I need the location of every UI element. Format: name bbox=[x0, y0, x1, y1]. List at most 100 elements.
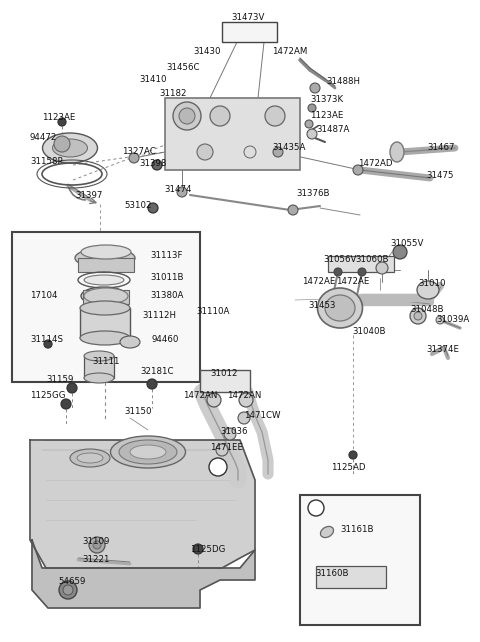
Text: 31111: 31111 bbox=[92, 358, 120, 367]
Text: 31456C: 31456C bbox=[166, 64, 200, 73]
Circle shape bbox=[89, 537, 105, 553]
Ellipse shape bbox=[80, 331, 130, 345]
Circle shape bbox=[173, 102, 201, 130]
Circle shape bbox=[353, 165, 363, 175]
Text: 31110A: 31110A bbox=[196, 308, 229, 317]
Text: 1472AM: 1472AM bbox=[272, 48, 308, 56]
Text: 1472AN: 1472AN bbox=[183, 392, 217, 401]
Text: 31410: 31410 bbox=[139, 76, 167, 85]
Ellipse shape bbox=[75, 248, 135, 268]
Circle shape bbox=[129, 153, 139, 163]
Text: 31055V: 31055V bbox=[390, 239, 423, 248]
Ellipse shape bbox=[81, 287, 127, 305]
Circle shape bbox=[152, 160, 162, 170]
Circle shape bbox=[393, 245, 407, 259]
Circle shape bbox=[44, 340, 52, 348]
Text: 31376B: 31376B bbox=[296, 189, 329, 198]
Text: 31161B: 31161B bbox=[340, 526, 373, 535]
Circle shape bbox=[148, 203, 158, 213]
Circle shape bbox=[216, 444, 228, 456]
Text: 31113F: 31113F bbox=[150, 250, 182, 259]
Text: 31012: 31012 bbox=[210, 370, 238, 379]
Circle shape bbox=[358, 268, 366, 276]
Circle shape bbox=[265, 106, 285, 126]
Bar bbox=[12, 232, 200, 382]
Text: 31036: 31036 bbox=[220, 428, 248, 437]
Text: 31010: 31010 bbox=[418, 279, 445, 288]
Circle shape bbox=[179, 108, 195, 124]
Ellipse shape bbox=[317, 288, 362, 328]
Text: 31221: 31221 bbox=[82, 555, 109, 564]
Text: 31453: 31453 bbox=[308, 302, 336, 311]
Text: 31011B: 31011B bbox=[150, 272, 183, 281]
Text: 31056V: 31056V bbox=[323, 256, 356, 265]
Text: 1472AD: 1472AD bbox=[358, 159, 393, 168]
Text: 1123AE: 1123AE bbox=[42, 114, 75, 123]
Circle shape bbox=[349, 451, 357, 459]
Bar bbox=[316, 566, 386, 588]
Text: 31467: 31467 bbox=[427, 144, 455, 153]
Text: 32181C: 32181C bbox=[140, 367, 173, 376]
Ellipse shape bbox=[119, 440, 177, 464]
Ellipse shape bbox=[52, 139, 87, 157]
Circle shape bbox=[273, 147, 283, 157]
Circle shape bbox=[147, 379, 157, 389]
Circle shape bbox=[54, 136, 70, 152]
Ellipse shape bbox=[77, 453, 103, 463]
Ellipse shape bbox=[81, 245, 131, 259]
Text: 31040B: 31040B bbox=[352, 327, 385, 336]
Text: 31430: 31430 bbox=[193, 48, 221, 56]
Text: 31487A: 31487A bbox=[316, 125, 349, 135]
Ellipse shape bbox=[120, 336, 140, 348]
Circle shape bbox=[239, 393, 253, 407]
Circle shape bbox=[210, 106, 230, 126]
Text: 31488H: 31488H bbox=[326, 78, 360, 87]
Circle shape bbox=[288, 205, 298, 215]
Circle shape bbox=[308, 500, 324, 516]
Text: 31473V: 31473V bbox=[231, 13, 264, 22]
Text: 31474: 31474 bbox=[164, 186, 192, 195]
Bar bbox=[200, 370, 250, 392]
Circle shape bbox=[376, 262, 388, 274]
Text: 1125DG: 1125DG bbox=[190, 546, 226, 555]
Ellipse shape bbox=[390, 142, 404, 162]
Text: 31380A: 31380A bbox=[150, 290, 183, 300]
Text: 31182: 31182 bbox=[159, 89, 187, 98]
Circle shape bbox=[177, 187, 187, 197]
Text: 54659: 54659 bbox=[58, 578, 85, 587]
Text: 31039A: 31039A bbox=[436, 315, 469, 324]
Circle shape bbox=[307, 129, 317, 139]
Polygon shape bbox=[32, 540, 255, 608]
Text: 1472AE: 1472AE bbox=[336, 277, 370, 286]
Text: 1125GG: 1125GG bbox=[30, 392, 65, 401]
Bar bbox=[165, 98, 300, 170]
Text: a: a bbox=[314, 505, 318, 511]
Text: 31060B: 31060B bbox=[355, 256, 388, 265]
Text: 1472AE: 1472AE bbox=[302, 277, 336, 286]
Polygon shape bbox=[30, 440, 255, 568]
Text: 31109: 31109 bbox=[82, 537, 109, 546]
Text: 31435A: 31435A bbox=[272, 144, 305, 153]
Circle shape bbox=[305, 120, 313, 128]
Bar bbox=[84, 356, 114, 378]
Bar bbox=[328, 256, 394, 272]
Circle shape bbox=[61, 399, 71, 409]
Ellipse shape bbox=[84, 275, 124, 285]
Ellipse shape bbox=[321, 526, 334, 537]
Ellipse shape bbox=[417, 281, 439, 299]
Circle shape bbox=[93, 541, 101, 549]
Circle shape bbox=[244, 146, 256, 158]
Text: 1471CW: 1471CW bbox=[244, 412, 280, 421]
Circle shape bbox=[436, 316, 444, 324]
Text: 31374E: 31374E bbox=[426, 345, 459, 354]
Circle shape bbox=[197, 144, 213, 160]
Ellipse shape bbox=[80, 301, 130, 315]
Circle shape bbox=[224, 428, 236, 440]
Text: 53102: 53102 bbox=[124, 200, 152, 209]
Circle shape bbox=[58, 118, 66, 126]
Text: 31150: 31150 bbox=[124, 408, 152, 417]
Circle shape bbox=[67, 383, 77, 393]
Text: 94472: 94472 bbox=[30, 134, 58, 143]
Ellipse shape bbox=[43, 133, 97, 163]
Text: 1472AN: 1472AN bbox=[227, 392, 261, 401]
